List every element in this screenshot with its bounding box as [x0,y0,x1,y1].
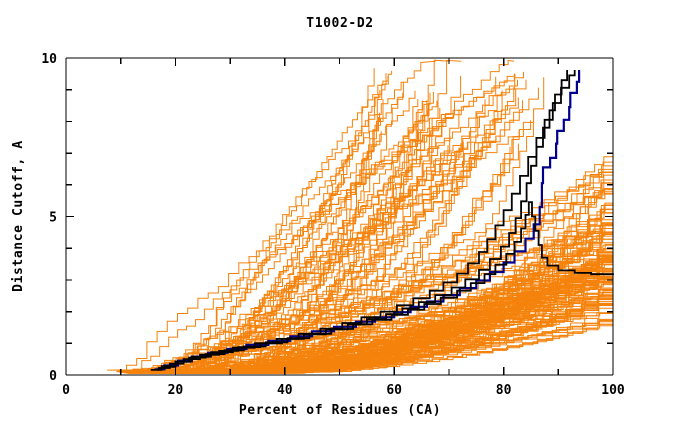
background-model-curve [184,60,436,374]
y-tick-label: 5 [49,211,57,226]
y-axis-title: Distance Cutoff, A [11,140,26,292]
model-curve-highlight-black-1 [150,201,614,371]
background-model-curve [137,243,614,371]
x-axis-tick-labels: 0 20 40 60 80 100 [62,383,625,398]
background-model-curve [208,79,518,371]
background-model-curve [141,269,614,373]
y-axis-tick-labels: 0 5 10 [41,52,57,384]
y-tick-label: 10 [41,52,57,67]
x-tick-label: 60 [386,383,402,398]
x-tick-label: 100 [601,383,625,398]
x-tick-label: 0 [62,383,70,398]
background-model-curve [213,320,614,373]
model-curve-highlight-black-3 [161,70,576,368]
background-model-curve [157,315,614,374]
background-model-curve [250,70,393,374]
background-model-curve [209,136,451,374]
y-tick-label: 0 [49,369,57,384]
page-title: T1002-D2 [306,16,373,31]
background-model-curve [124,59,515,373]
x-tick-label: 40 [277,383,293,398]
x-axis-title: Percent of Residues (CA) [239,403,441,418]
x-tick-label: 20 [168,383,184,398]
background-model-curve [183,288,614,374]
highlight-model-curves [150,70,614,371]
background-model-curve [206,254,614,372]
x-axis-ticks [65,58,614,375]
background-model-curve [240,190,614,373]
background-model-curve [205,76,389,373]
x-tick-label: 80 [496,383,512,398]
background-model-curve [169,273,614,374]
background-model-curve [214,137,357,372]
background-model-curve [149,271,614,374]
background-model-curve [224,143,462,374]
background-model-curve [162,71,524,373]
background-model-curve [197,92,404,371]
background-model-curve [128,242,614,374]
background-model-curve [167,100,428,371]
background-model-curve [170,74,516,373]
y-axis-ticks [66,57,613,376]
background-model-curve [241,137,497,371]
background-model-curve [162,321,614,374]
background-model-curve [209,265,614,372]
